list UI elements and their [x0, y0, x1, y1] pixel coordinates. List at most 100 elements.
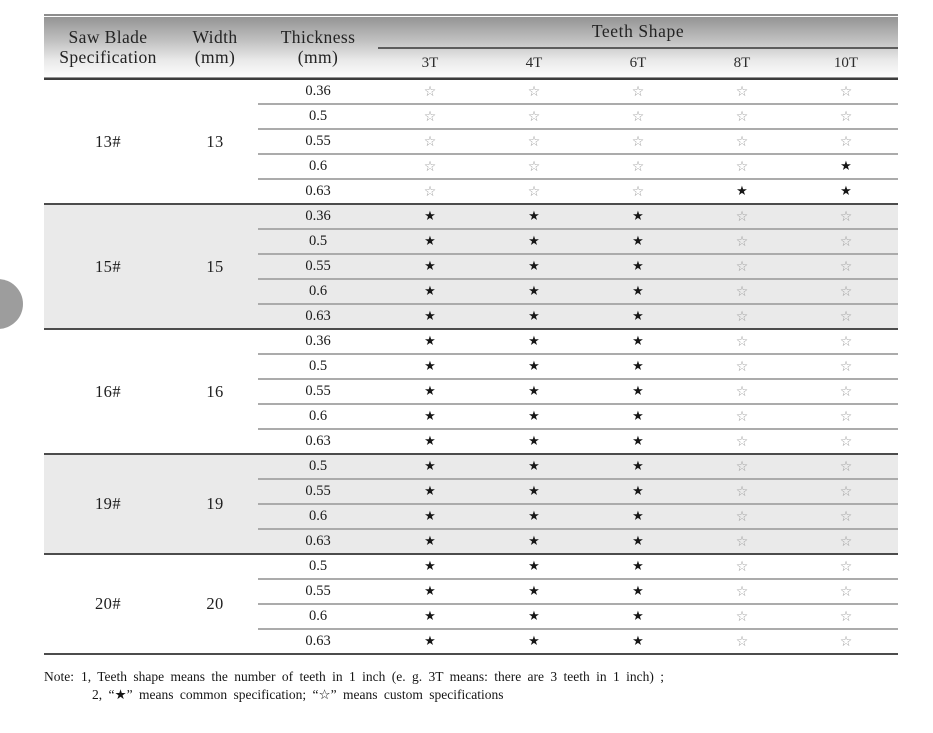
star-custom-icon: ☆: [690, 154, 794, 180]
table-row: 0.63 ☆ ☆ ☆ ★ ★: [44, 179, 898, 204]
star-common-icon: ★: [632, 534, 644, 549]
spec-cell: 20#: [95, 594, 121, 613]
star-custom-icon: ☆: [482, 79, 586, 105]
table-row: 0.5 ★ ★ ★ ☆ ☆: [44, 229, 899, 255]
star-custom-icon: ☆: [482, 154, 586, 180]
star-custom-icon: ☆: [794, 379, 899, 405]
star-custom-icon: ☆: [690, 604, 794, 630]
star-common-icon: ★: [378, 354, 482, 380]
star-custom-icon: ☆: [423, 183, 437, 200]
star-common-icon: ★: [482, 229, 586, 255]
star-custom-icon: ☆: [794, 579, 899, 605]
star-custom-icon: ☆: [794, 204, 899, 230]
star-common-icon: ★: [424, 534, 436, 549]
star-common-icon: ★: [482, 404, 586, 430]
teeth-subheader-row: 3T 4T 6T 8T 10T: [44, 48, 898, 79]
star-custom-icon: ☆: [527, 183, 541, 200]
thickness-cell: 0.55: [258, 254, 378, 280]
star-custom-icon: ☆: [735, 533, 749, 550]
star-common-icon: ★: [586, 404, 690, 430]
group-20: 20# 20 0.5 ★ ★ ★ ☆ ☆ 0.55 ★ ★ ★ ☆ ☆ 0.6 ★ ★ ★ ☆ ☆ 0.63 ★ ★ ★ ☆ ☆: [44, 554, 899, 654]
star-custom-icon: ☆: [690, 404, 794, 430]
star-custom-icon: ☆: [690, 554, 794, 580]
star-custom-icon: ☆: [690, 204, 794, 230]
thickness-cell: 0.6: [258, 279, 378, 305]
star-common-icon: ★: [378, 579, 482, 605]
star-custom-icon: ☆: [690, 454, 794, 480]
note-lines: 1, Teeth shape means the number of teeth…: [81, 668, 664, 704]
star-common-icon: ★: [378, 404, 482, 430]
star-common-icon: ★: [528, 534, 540, 549]
table-row: 20# 20 0.5 ★ ★ ★ ☆ ☆: [44, 554, 899, 613]
star-common-icon: ★: [586, 279, 690, 305]
star-common-icon: ★: [378, 454, 482, 480]
spec-cell: 16#: [95, 381, 121, 401]
star-custom-icon: ☆: [586, 154, 690, 180]
group-13: 13# 13 0.36 ☆ ☆ ☆ ☆ ☆ 0.5 ☆ ☆ ☆ ☆ ☆ 0.55 ☆ ☆ ☆ ☆ ☆ 0.6 ☆ ☆ ☆ ☆ ★ 0…: [44, 79, 899, 204]
star-custom-icon: ☆: [482, 104, 586, 130]
table-row: 0.6 ★ ★ ★ ☆ ☆: [44, 504, 899, 530]
star-common-icon: ★: [586, 504, 690, 530]
star-custom-icon: ☆: [586, 104, 690, 130]
star-common-icon: ★: [482, 479, 586, 505]
carousel-prev-button[interactable]: [0, 279, 23, 329]
table-row: 0.6 ★ ★ ★ ☆ ☆: [44, 404, 899, 430]
star-custom-icon: ☆: [690, 279, 794, 305]
star-common-icon: ★: [378, 479, 482, 505]
col-header-8t: 8T: [733, 55, 751, 71]
thickness-cell: 0.36: [258, 329, 378, 355]
star-common-icon: ★: [586, 204, 690, 230]
col-header-6t: 6T: [629, 55, 647, 71]
star-common-icon: ★: [586, 229, 690, 255]
star-common-icon: ★: [378, 329, 482, 355]
thickness-cell: 0.36: [258, 204, 378, 230]
table-row: 0.5 ☆ ☆ ☆ ☆ ☆: [44, 104, 899, 130]
col-header-thickness-line1: Thickness: [280, 27, 356, 47]
star-common-icon: ★: [424, 634, 436, 649]
thickness-cell: 0.5: [258, 454, 378, 480]
star-custom-icon: ☆: [794, 554, 899, 580]
col-header-width: Width (mm): [172, 15, 258, 79]
thickness-cell: 0.63: [305, 308, 331, 324]
star-common-icon: ★: [482, 254, 586, 280]
star-custom-icon: ☆: [378, 104, 482, 130]
width-cell: 19: [206, 494, 224, 513]
star-custom-icon: ☆: [735, 308, 749, 325]
group-19: 19# 19 0.5 ★ ★ ★ ☆ ☆ 0.55 ★ ★ ★ ☆ ☆ 0.6 ★ ★ ★ ☆ ☆ 0.63 ★ ★ ★ ☆ ☆: [44, 454, 899, 554]
star-common-icon: ★: [482, 554, 586, 580]
col-header-width-line1: Width: [192, 27, 238, 47]
star-custom-icon: ☆: [794, 354, 899, 380]
star-custom-icon: ☆: [690, 579, 794, 605]
star-custom-icon: ☆: [378, 129, 482, 155]
thickness-cell: 0.55: [258, 129, 378, 155]
star-common-icon: ★: [586, 554, 690, 580]
table-row: 13# 13 0.36 ☆ ☆ ☆ ☆ ☆: [44, 79, 899, 151]
star-custom-icon: ☆: [794, 404, 899, 430]
thickness-cell: 0.5: [258, 229, 378, 255]
star-common-icon: ★: [586, 254, 690, 280]
note-label: Note:: [44, 669, 74, 684]
star-custom-icon: ☆: [690, 329, 794, 355]
star-custom-icon: ☆: [794, 104, 899, 130]
thickness-cell: 0.6: [258, 154, 378, 180]
star-custom-icon: ☆: [794, 79, 899, 105]
table-row: 0.6 ★ ★ ★ ☆ ☆: [44, 279, 899, 305]
star-custom-icon: ☆: [690, 504, 794, 530]
star-common-icon: ★: [632, 309, 644, 324]
star-common-icon: ★: [482, 354, 586, 380]
star-common-icon: ★: [586, 479, 690, 505]
star-common-icon: ★: [482, 379, 586, 405]
star-custom-icon: ☆: [794, 129, 899, 155]
thickness-cell: 0.55: [258, 579, 378, 605]
star-common-icon: ★: [586, 354, 690, 380]
table-row: 0.55 ★ ★ ★ ☆ ☆: [44, 479, 899, 505]
star-common-icon: ★: [378, 254, 482, 280]
table-row: 15# 15 0.36 ★ ★ ★ ☆ ☆: [44, 204, 899, 276]
star-custom-icon: ☆: [735, 633, 749, 650]
star-custom-icon: ☆: [690, 479, 794, 505]
star-common-icon: ★: [586, 454, 690, 480]
col-header-teeth-shape: Teeth Shape: [378, 15, 899, 49]
thickness-cell: 0.6: [258, 504, 378, 530]
star-custom-icon: ☆: [690, 229, 794, 255]
note-line-1: 1, Teeth shape means the number of teeth…: [81, 669, 665, 684]
